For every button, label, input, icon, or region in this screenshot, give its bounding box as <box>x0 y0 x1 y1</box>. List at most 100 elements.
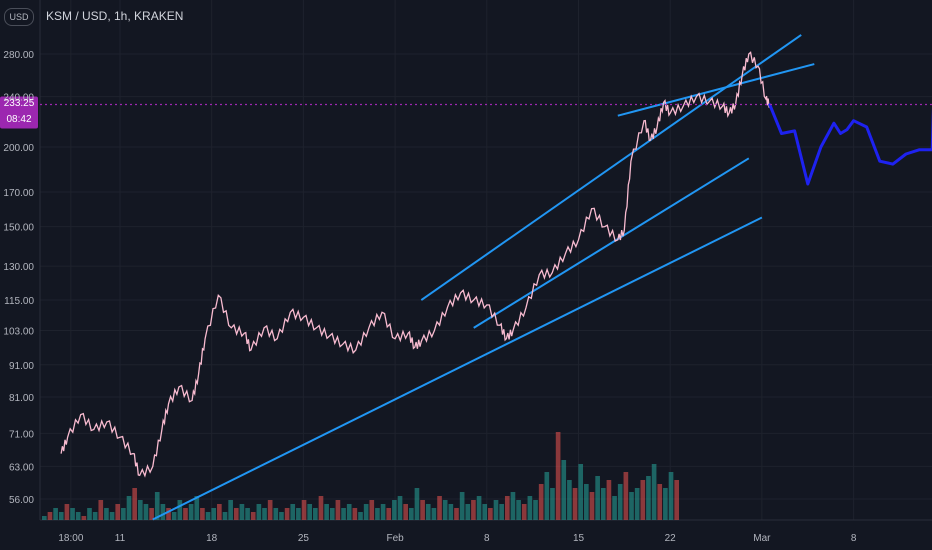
volume-bar <box>166 508 171 520</box>
volume-bar <box>109 512 115 520</box>
volume-bar <box>408 508 414 520</box>
volume-bar <box>267 500 273 520</box>
volume-bar <box>290 504 296 520</box>
y-tick-label: 170.00 <box>3 188 34 199</box>
volume-bar <box>284 508 290 520</box>
y-tick-label: 150.00 <box>3 223 34 234</box>
volume-bar <box>623 472 629 520</box>
volume-bar <box>527 496 533 520</box>
volume-bar <box>352 508 358 520</box>
volume-bar <box>617 484 623 520</box>
y-tick-label: 240.00 <box>3 93 34 104</box>
volume-bar <box>47 512 53 520</box>
volume-bar <box>550 488 555 520</box>
x-tick-label: 15 <box>573 533 585 544</box>
volume-bar <box>143 504 149 520</box>
x-tick-label: 11 <box>115 533 126 544</box>
volume-bar <box>222 512 228 520</box>
volume-bar <box>646 476 651 520</box>
currency-badge[interactable]: USD <box>4 8 34 26</box>
volume-bar <box>493 500 499 520</box>
volume-bar <box>324 504 329 520</box>
volume-bar <box>578 464 584 520</box>
trendlines[interactable] <box>152 34 815 521</box>
volume-bar <box>149 508 154 520</box>
volume-bar <box>301 500 307 520</box>
volume-bar <box>454 508 459 520</box>
volume-bar <box>262 508 267 520</box>
y-axis-labels: 280.00 240.00 200.00 170.00 150.00 130.00 115.… <box>3 50 34 506</box>
volume-bar <box>98 500 104 520</box>
volume-bars <box>42 432 679 520</box>
volume-bar <box>397 496 403 520</box>
volume-bar <box>217 504 222 520</box>
y-tick-label: 103.00 <box>3 327 34 338</box>
x-tick-label: 18:00 <box>58 533 83 544</box>
volume-bar <box>482 504 488 520</box>
volume-bar <box>53 508 58 520</box>
x-axis-labels: 18:00111825Feb81522Mar815 <box>58 533 856 544</box>
volume-bar <box>561 460 567 520</box>
volume-bar <box>504 496 510 520</box>
volume-bar <box>640 480 646 520</box>
volume-bar <box>64 504 70 520</box>
volume-bar <box>121 508 126 520</box>
volume-bar <box>606 480 612 520</box>
current-price-label: 233.25 <box>3 97 35 109</box>
volume-bar <box>600 488 606 520</box>
volume-bar <box>92 512 98 520</box>
volume-bar <box>369 500 375 520</box>
volume-bar <box>194 496 200 520</box>
volume-bar <box>115 504 121 520</box>
volume-bar <box>239 504 245 520</box>
volume-bar <box>160 504 166 520</box>
volume-bar <box>538 484 544 520</box>
volume-bar <box>363 504 369 520</box>
volume-bar <box>634 488 640 520</box>
volume-bar <box>488 508 493 520</box>
volume-bar <box>471 500 476 520</box>
volume-bar <box>188 504 194 520</box>
volume-bar <box>414 488 420 520</box>
y-tick-label: 71.00 <box>9 429 34 440</box>
volume-bar <box>70 508 75 520</box>
volume-bar <box>533 500 538 520</box>
volume-bar <box>58 512 64 520</box>
x-tick-label: 18 <box>206 533 218 544</box>
volume-bar <box>183 508 188 520</box>
volume-bar <box>81 516 87 520</box>
volume-bar <box>318 496 324 520</box>
volume-bar <box>329 508 335 520</box>
countdown-label: 08:42 <box>6 113 32 125</box>
y-tick-label: 200.00 <box>3 143 34 154</box>
volume-bar <box>341 508 346 520</box>
trendline <box>617 63 815 117</box>
volume-bar <box>154 492 160 520</box>
volume-bar <box>386 508 392 520</box>
volume-bar <box>465 504 471 520</box>
x-tick-label: Feb <box>386 533 404 544</box>
volume-bar <box>205 512 211 520</box>
volume-bar <box>572 488 578 520</box>
volume-bar <box>307 504 313 520</box>
volume-bar <box>521 504 527 520</box>
volume-bar <box>228 500 233 520</box>
volume-bar <box>555 432 561 520</box>
volume-bar <box>612 496 617 520</box>
volume-bar <box>211 508 217 520</box>
volume-bar <box>425 504 431 520</box>
current-price-line <box>0 96 932 129</box>
volume-bar <box>651 464 657 520</box>
y-tick-label: 56.00 <box>9 495 34 506</box>
y-tick-label: 81.00 <box>9 393 34 404</box>
volume-bar <box>629 492 634 520</box>
trendline <box>473 157 750 329</box>
y-tick-label: 63.00 <box>9 462 34 473</box>
chart-title: KSM / USD, 1h, KRAKEN <box>46 9 184 23</box>
x-tick-label: 22 <box>665 533 677 544</box>
volume-bar <box>442 500 448 520</box>
volume-bar <box>313 508 318 520</box>
price-series <box>60 51 771 478</box>
projection-path[interactable] <box>768 2 932 186</box>
